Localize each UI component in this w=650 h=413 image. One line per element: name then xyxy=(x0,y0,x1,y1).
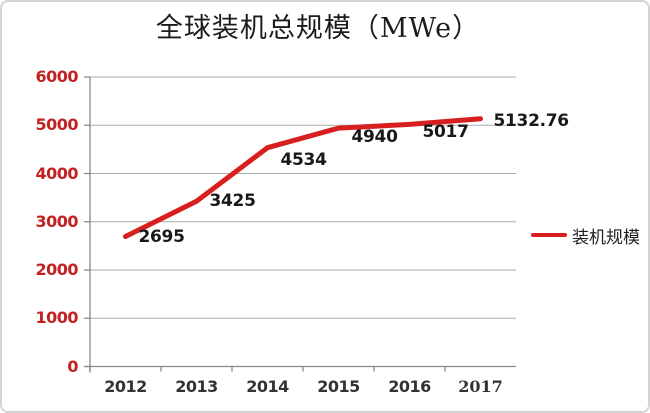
series-line xyxy=(123,116,483,239)
x-axis-label: 2017 xyxy=(458,377,503,396)
y-axis-label: 6000 xyxy=(35,67,78,86)
y-axis-label: 4000 xyxy=(35,163,78,183)
legend: 装机规模 xyxy=(531,225,640,248)
x-axis-label: 2013 xyxy=(175,377,218,396)
x-axis-label: 2014 xyxy=(246,377,289,396)
x-axis-label: 2015 xyxy=(317,377,360,396)
data-label: 4940 xyxy=(351,127,398,148)
data-label: 4534 xyxy=(280,149,327,170)
y-axis-label: 3000 xyxy=(35,211,78,231)
data-label: 3425 xyxy=(209,191,256,212)
y-axis-label: 1000 xyxy=(35,308,78,328)
legend-series-label: 装机规模 xyxy=(572,227,640,248)
y-axis-label: 5000 xyxy=(35,115,78,135)
data-label: 5132.76 xyxy=(493,110,570,131)
x-axis-label: 2016 xyxy=(388,377,431,396)
legend-line-swatch xyxy=(531,233,567,237)
y-axis-label: 0 xyxy=(67,356,78,376)
x-axis-label: 2012 xyxy=(104,377,147,396)
y-axis-label: 2000 xyxy=(35,260,78,279)
data-label: 5017 xyxy=(422,122,469,143)
data-label: 2695 xyxy=(138,227,185,248)
chart-title: 全球装机总规模（MWe） xyxy=(155,13,481,44)
